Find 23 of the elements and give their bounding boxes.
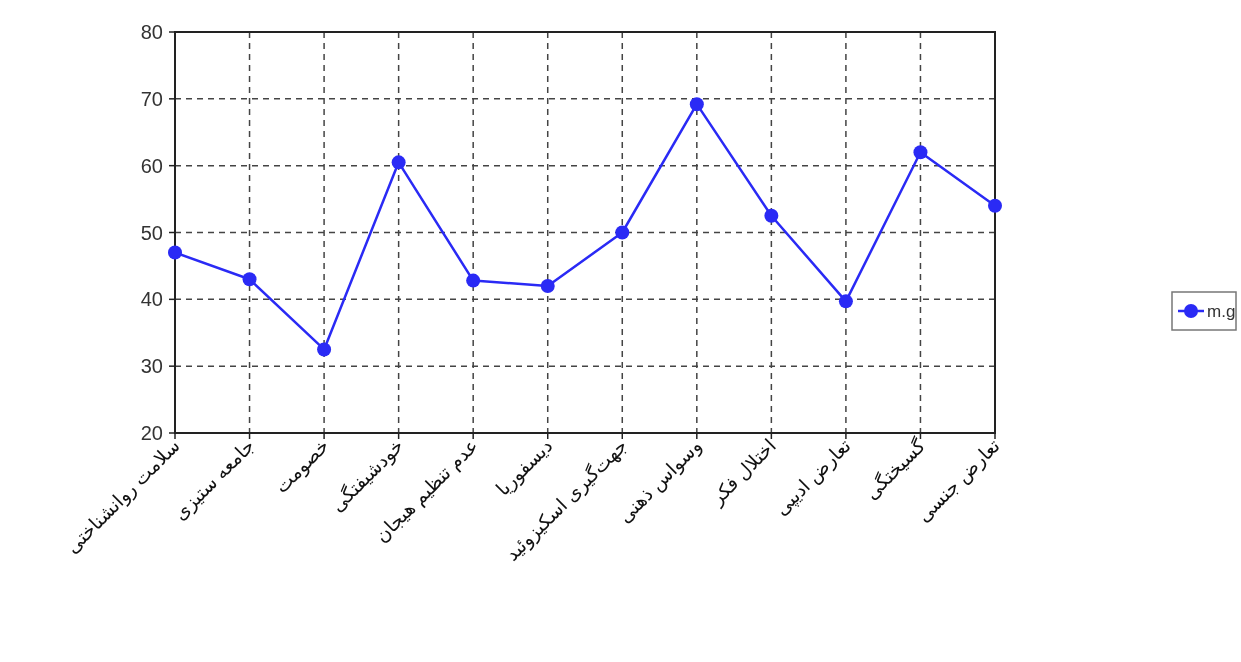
point [466,273,481,288]
y-tick-label: 40 [140,288,163,311]
point [317,342,332,357]
y-tick-label: 30 [140,355,163,378]
point [689,97,704,112]
point [838,294,853,309]
point [168,245,182,260]
y-tick-label: 80 [140,21,163,43]
y-tick-label: 60 [140,154,163,177]
y-tick-label: 20 [140,422,163,444]
point [988,198,1002,213]
point [242,272,257,287]
point [913,145,928,160]
point [540,278,555,293]
x-tick-label: خصومت [270,434,334,498]
legend-label: m.g [1207,302,1236,321]
y-tick-label: 70 [140,87,163,110]
point [391,155,406,170]
x-tick-label: اختلال فکر [705,434,781,511]
y-tick-label: 50 [140,221,163,244]
point [615,225,630,240]
point [764,208,779,223]
x-tick-label: گسیختگی [859,433,930,504]
